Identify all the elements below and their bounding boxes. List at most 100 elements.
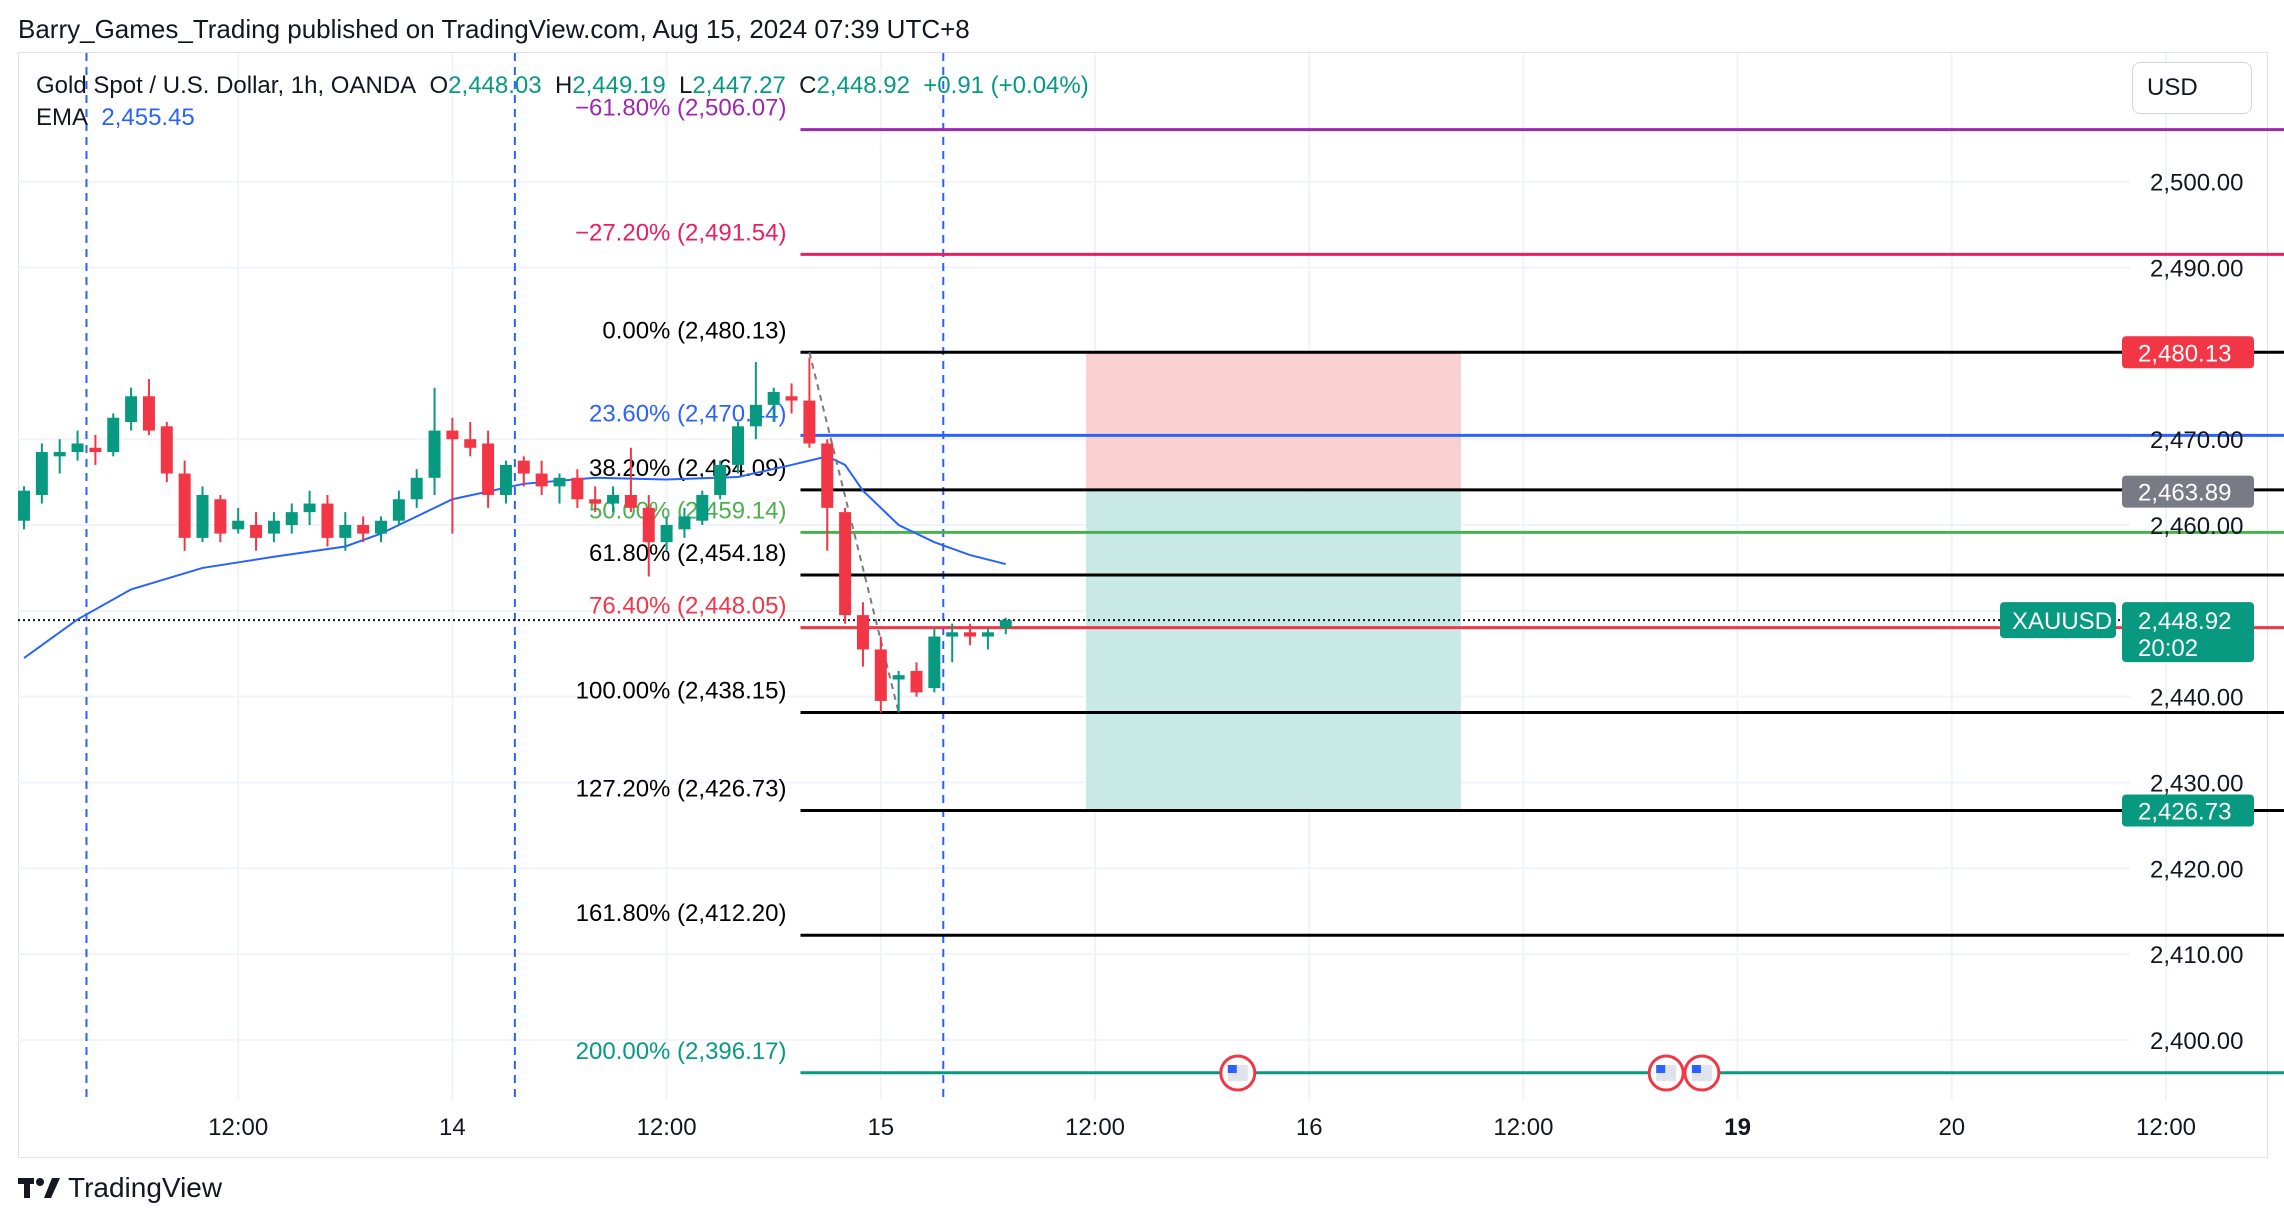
- last-price-badge[interactable]: [2122, 602, 2254, 663]
- candle-body[interactable]: [196, 494, 209, 538]
- candle-body[interactable]: [678, 516, 691, 530]
- price-axis-label: 2,500.00: [2150, 170, 2243, 197]
- price-axis-label: 2,400.00: [2150, 1028, 2243, 1055]
- ema-legend-row: EMA 2,455.45: [36, 102, 1089, 134]
- candle-body[interactable]: [357, 525, 370, 534]
- candle-body[interactable]: [107, 417, 120, 453]
- candle-body[interactable]: [35, 452, 48, 495]
- candle-body[interactable]: [160, 426, 173, 474]
- candle-body[interactable]: [714, 464, 727, 495]
- candle-body[interactable]: [589, 499, 602, 504]
- candle-body[interactable]: [624, 494, 637, 508]
- candle-body[interactable]: [71, 443, 84, 453]
- ema-value: 2,455.45: [101, 104, 195, 131]
- symbol-badge[interactable]: [2000, 602, 2116, 639]
- price-axis-label: 2,440.00: [2150, 685, 2243, 712]
- candle-body[interactable]: [285, 512, 298, 526]
- candle-body[interactable]: [392, 499, 405, 521]
- candle-body[interactable]: [375, 520, 387, 534]
- fib-level-label: 161.80% (2,412.20): [576, 900, 787, 927]
- candle-body[interactable]: [250, 525, 263, 538]
- candle-body[interactable]: [981, 632, 994, 637]
- candle-body[interactable]: [892, 675, 905, 680]
- low-value: 2,447.27: [692, 72, 786, 99]
- candle-body[interactable]: [339, 525, 352, 538]
- bar-countdown: 20:02: [2138, 635, 2198, 662]
- price-axis-badge[interactable]: [2122, 336, 2254, 369]
- candle-body[interactable]: [232, 520, 245, 530]
- candle-body[interactable]: [53, 452, 66, 457]
- price-axis-badge[interactable]: [2122, 475, 2254, 508]
- candle-body[interactable]: [482, 443, 495, 495]
- last-price-value: 2,448.92: [2138, 608, 2231, 635]
- us-flag-canton-icon: [1656, 1065, 1666, 1073]
- ohlc-legend-row: Gold Spot / U.S. Dollar, 1h, OANDA O2,44…: [36, 70, 1089, 102]
- time-axis-label: 15: [867, 1114, 894, 1141]
- time-axis-label: 20: [1938, 1114, 1965, 1141]
- candle-body[interactable]: [660, 525, 673, 543]
- brand-name: TradingView: [68, 1172, 223, 1203]
- price-axis-label: 2,470.00: [2150, 427, 2243, 454]
- candle-body[interactable]: [214, 499, 227, 534]
- candle-body[interactable]: [464, 439, 477, 448]
- candle-body[interactable]: [178, 473, 191, 538]
- candle-body[interactable]: [303, 503, 316, 513]
- candle-body[interactable]: [553, 477, 566, 487]
- us-flag-canton-icon: [1227, 1065, 1237, 1073]
- tradingview-brand: TradingView: [18, 1172, 222, 1204]
- candle-body[interactable]: [446, 430, 459, 440]
- stop-loss-zone[interactable]: [1086, 352, 1461, 492]
- fib-level-label: 0.00% (2,480.13): [602, 317, 786, 344]
- candle-body[interactable]: [321, 503, 334, 538]
- fib-level-label: 76.40% (2,448.05): [589, 593, 786, 620]
- candle-body[interactable]: [571, 477, 584, 500]
- price-axis-badge[interactable]: [2122, 794, 2254, 827]
- candle-body[interactable]: [946, 632, 959, 637]
- candle-body[interactable]: [696, 494, 709, 521]
- candle-body[interactable]: [910, 670, 923, 693]
- candle-body[interactable]: [856, 615, 869, 650]
- candle-body[interactable]: [999, 620, 1012, 628]
- candle-body[interactable]: [125, 396, 138, 423]
- fib-level-label: 61.80% (2,454.18): [589, 540, 786, 567]
- price-axis-badge-label: 2,426.73: [2138, 799, 2231, 826]
- candle-body[interactable]: [535, 473, 548, 487]
- fib-level-label: 38.20% (2,464.09): [589, 455, 786, 482]
- time-axis-label: 16: [1296, 1114, 1323, 1141]
- open-value: 2,448.03: [448, 72, 542, 99]
- candle-body[interactable]: [607, 494, 620, 504]
- candle-body[interactable]: [928, 636, 941, 689]
- candle-body[interactable]: [499, 464, 512, 495]
- candle-body[interactable]: [517, 460, 530, 474]
- close-value: 2,448.92: [816, 72, 910, 99]
- candle-body[interactable]: [874, 649, 887, 701]
- candle-body[interactable]: [428, 430, 441, 478]
- candle-body[interactable]: [267, 520, 280, 534]
- candle-body[interactable]: [803, 400, 816, 444]
- time-axis-label: 12:00: [208, 1114, 268, 1141]
- candle-body[interactable]: [89, 447, 102, 453]
- candle-body[interactable]: [839, 512, 852, 616]
- candle-body[interactable]: [410, 477, 423, 500]
- price-axis-label: 2,410.00: [2150, 942, 2243, 969]
- time-axis-label: 19: [1724, 1114, 1751, 1141]
- take-profit-zone[interactable]: [1086, 491, 1461, 811]
- price-axis-label: 2,430.00: [2150, 770, 2243, 797]
- candle-body[interactable]: [767, 391, 780, 405]
- candle-body[interactable]: [964, 632, 977, 637]
- currency-button[interactable]: USD: [2132, 62, 2252, 114]
- candle-body[interactable]: [642, 507, 655, 543]
- low-label: L: [679, 72, 693, 99]
- candle-body[interactable]: [18, 490, 30, 521]
- candle-body[interactable]: [142, 396, 155, 431]
- candle-body[interactable]: [732, 426, 744, 465]
- candle-body[interactable]: [785, 396, 798, 401]
- fib-level-label: −27.20% (2,491.54): [575, 219, 787, 246]
- symbol-badge-label: XAUUSD: [2012, 608, 2112, 635]
- ema-label[interactable]: EMA: [36, 104, 89, 131]
- symbol-title[interactable]: Gold Spot / U.S. Dollar, 1h, OANDA: [36, 72, 417, 99]
- fib-level-label: 200.00% (2,396.17): [576, 1038, 787, 1065]
- candle-body[interactable]: [821, 443, 834, 508]
- candle-body[interactable]: [749, 404, 762, 427]
